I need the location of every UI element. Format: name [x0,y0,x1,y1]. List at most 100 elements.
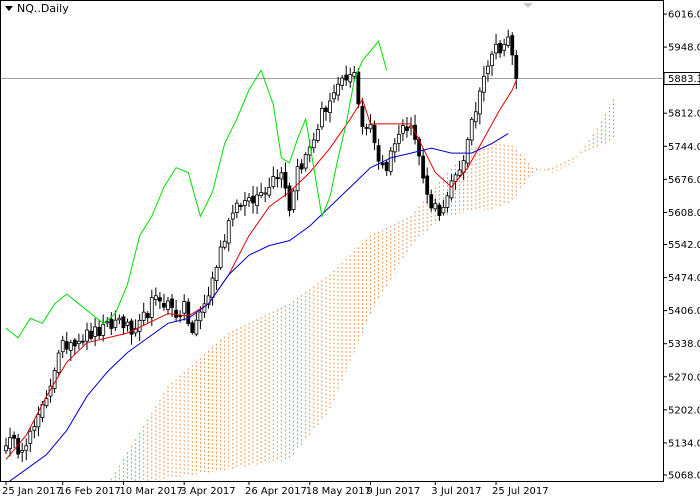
candle-body [319,108,324,128]
candle-body [429,194,434,209]
candle-body [400,125,405,134]
candle-body [372,124,377,144]
candle-body [299,163,304,170]
candle-body [295,166,300,192]
y-tick-label: 5134.0 [668,438,700,449]
candle-body [117,317,122,321]
x-tick-label: 25 Jan 2017 [2,486,62,497]
candle-body [433,203,438,210]
current-price-tag: 5883.3 [663,72,700,86]
candle-body [271,176,276,187]
candle-body [336,83,341,96]
candle-body [481,75,486,93]
y-tick-label: 5406.0 [668,306,700,317]
candle-body [226,220,231,244]
candle-body [32,426,37,431]
candle-body [437,204,442,216]
y-tick-label: 6016.0 [668,10,700,21]
candle-body [348,74,353,83]
candle-body [486,65,490,75]
candle-body [283,172,288,189]
candle-body [388,150,393,172]
y-tick-label: 5676.0 [668,175,700,186]
candle-body [425,175,430,195]
y-tick-label: 5202.0 [668,405,700,416]
candle-body [182,301,187,314]
candle-body [457,169,462,176]
candle-body [210,277,215,298]
x-tick-label: 9 Jun 2017 [367,486,421,497]
candle-body [449,180,454,199]
candle-body [93,326,97,337]
y-tick-label: 5338.0 [668,339,700,350]
candle-body [332,92,336,100]
candle-body [275,177,280,179]
y-tick-label: 5948.0 [668,43,700,54]
x-tick-label: 26 Apr 2017 [245,486,307,497]
candle-body [77,340,81,345]
kumo-cloud [110,99,614,481]
candle-body [8,437,12,450]
candle-body [113,319,118,328]
candle-body [56,352,61,373]
y-tick-label: 5474.0 [668,273,700,284]
candle-body [186,301,191,325]
candle-body [445,195,450,208]
candle-body [279,172,284,180]
y-tick-label: 5812.0 [668,109,700,120]
candle-body [324,107,328,113]
candle-body [20,449,25,453]
candle-body [494,43,498,54]
candle-body [178,315,183,317]
candle-body [490,53,494,66]
candle-body [12,434,17,439]
candle-body [222,240,227,248]
line-tenkan [5,79,517,460]
candle-body [85,329,89,342]
candle-body [89,330,93,339]
candle-body [243,200,247,206]
candle-body [384,161,389,172]
line-kijun [9,133,509,481]
candle-body [510,35,515,56]
candle-body [469,118,474,141]
candle-body [498,43,503,54]
candle-body [121,316,126,329]
x-tick-label: 16 Feb 2017 [59,486,121,497]
plot-frame [0,0,664,482]
candle-body [194,319,199,335]
chart-title: NQ..Daily [17,2,69,15]
candle-body [190,322,195,333]
x-tick-label: 25 Jul 2017 [492,486,549,497]
candle-body [259,192,264,196]
chart-shift-marker-icon[interactable] [523,3,533,8]
candle-body [234,202,239,213]
current-price-label: 5883.3 [668,74,700,85]
candle-body [141,311,146,321]
candle-body [405,126,409,131]
candle-body [125,321,130,326]
candle-body [174,309,179,318]
candle-body [129,320,134,335]
candle-body [267,187,272,196]
candle-body [214,267,219,282]
y-tick-label: 5542.0 [668,240,700,251]
indicator-lines [5,40,517,481]
candle-body [44,398,49,407]
candle-body [230,212,235,220]
candle-body [81,340,85,343]
candle-body [133,328,138,334]
candle-body [72,339,77,347]
y-tick-label: 5270.0 [668,372,700,383]
x-tick-label: 18 May 2017 [306,486,371,497]
candle-body [218,246,223,268]
candle-body [52,370,57,389]
x-tick-label: 3 Apr 2017 [180,486,235,497]
candle-body [153,295,158,301]
candle-body [392,143,397,153]
chart-menu-triangle-icon[interactable] [5,6,13,11]
candle-body [238,204,243,207]
candle-body [109,318,114,329]
x-tick-label: 10 Mar 2017 [119,486,182,497]
